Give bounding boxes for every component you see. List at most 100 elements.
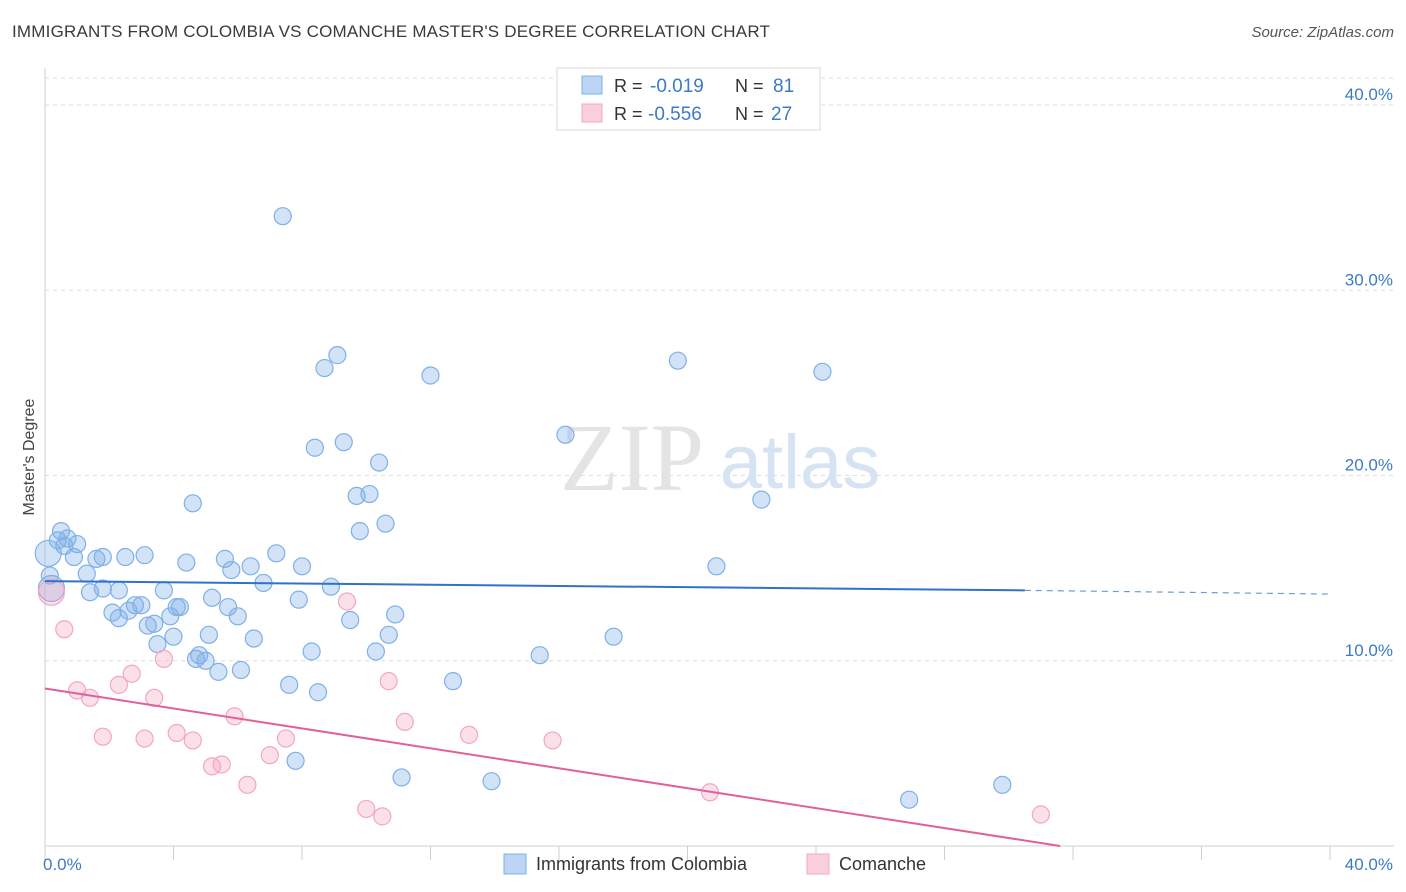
legend-label-comanche: Comanche (839, 854, 926, 874)
point-colombia-51 (302, 642, 321, 661)
point-colombia-56 (328, 346, 347, 365)
point-colombia-64 (376, 514, 395, 533)
stats-r-value-pink: -0.556 (648, 104, 702, 125)
point-comanche-21 (379, 672, 398, 691)
point-colombia-26 (164, 627, 183, 646)
point-colombia-52 (305, 438, 324, 457)
point-colombia-36 (209, 662, 228, 681)
watermark: ZIP atlas (560, 404, 880, 511)
legend-swatch-colombia (503, 853, 527, 875)
point-comanche-23 (459, 725, 479, 744)
point-colombia-10 (87, 549, 106, 568)
point-colombia-54 (315, 358, 334, 378)
point-colombia-66 (386, 605, 405, 624)
y-tick-label-40: 40.0% (1345, 85, 1393, 104)
point-comanche-18 (337, 592, 357, 611)
point-colombia-53 (308, 683, 328, 702)
watermark-atlas: atlas (720, 420, 881, 505)
point-colombia-29 (177, 553, 196, 572)
point-colombia-74 (668, 351, 687, 370)
y-tick-label-10: 10.0% (1345, 641, 1393, 660)
stats-n-value-blue: 81 (773, 76, 794, 97)
point-colombia-14 (109, 609, 128, 628)
x-tick-label-min: 0.0% (43, 855, 82, 874)
point-colombia-67 (392, 768, 411, 787)
trend-lines (44, 580, 1331, 847)
point-colombia-79 (993, 775, 1012, 794)
point-colombia-48 (286, 751, 305, 770)
point-comanche-15 (238, 775, 257, 794)
point-colombia-65 (379, 625, 398, 644)
point-colombia-63 (370, 453, 389, 472)
trend-line-dashed-colombia (1024, 589, 1331, 595)
point-colombia-73 (604, 627, 623, 646)
point-colombia-8 (77, 564, 96, 583)
point-comanche-17 (276, 729, 296, 748)
x-ticks (44, 846, 1331, 860)
point-colombia-76 (752, 490, 771, 509)
point-colombia-28 (170, 597, 190, 617)
point-comanche-26 (1031, 805, 1050, 824)
x-tick-label-max: 40.0% (1345, 855, 1393, 874)
stats-r-label-blue: R = (614, 76, 643, 96)
point-colombia-57 (334, 433, 353, 452)
axes (44, 68, 1394, 847)
point-colombia-35 (202, 588, 222, 607)
point-comanche-0 (37, 578, 66, 606)
point-comanche-13 (212, 755, 231, 774)
point-colombia-62 (366, 642, 385, 661)
series-immigrants-from-colombia (34, 207, 1012, 809)
point-colombia-75 (707, 557, 726, 576)
stats-swatch-pink (581, 103, 603, 123)
point-colombia-34 (199, 625, 218, 644)
point-colombia-69 (443, 672, 463, 691)
stats-n-value-pink: 27 (771, 104, 792, 125)
point-comanche-9 (154, 649, 173, 669)
stats-swatch-blue (581, 75, 603, 95)
point-colombia-21 (138, 616, 157, 635)
point-colombia-7 (64, 547, 84, 567)
point-colombia-24 (154, 581, 173, 600)
legend-swatch-comanche (806, 853, 830, 875)
point-comanche-4 (93, 727, 112, 746)
watermark-zip: ZIP (560, 404, 704, 511)
y-axis-label: Master's Degree (21, 398, 38, 515)
point-comanche-11 (183, 731, 202, 750)
point-comanche-24 (543, 731, 562, 750)
point-colombia-78 (900, 790, 919, 809)
point-colombia-60 (350, 521, 369, 541)
point-comanche-20 (373, 807, 392, 826)
point-colombia-22 (145, 614, 164, 633)
point-colombia-72 (556, 425, 575, 444)
point-comanche-7 (135, 729, 154, 748)
point-colombia-37 (215, 549, 234, 568)
stats-r-value-blue: -0.019 (650, 76, 704, 97)
point-colombia-70 (482, 772, 501, 791)
point-colombia-38 (219, 597, 238, 617)
point-colombia-12 (93, 579, 112, 598)
point-colombia-61 (360, 484, 379, 504)
point-colombia-42 (241, 557, 260, 576)
stats-r-label-pink: R = (614, 104, 643, 124)
y-tick-labels: 10.0% 20.0% 30.0% 40.0% (1345, 85, 1393, 660)
trend-line-comanche (44, 687, 1061, 847)
trend-line-colombia (44, 580, 1025, 592)
point-colombia-25 (161, 607, 180, 626)
point-colombia-68 (421, 366, 440, 385)
point-colombia-41 (231, 660, 251, 680)
point-colombia-11 (93, 547, 112, 567)
series-comanche (37, 578, 1050, 826)
point-comanche-19 (357, 799, 376, 819)
bottom-legend: Immigrants from Colombia Comanche (503, 853, 926, 875)
point-comanche-3 (80, 688, 100, 707)
point-colombia-40 (228, 607, 247, 626)
point-colombia-30 (183, 494, 202, 513)
point-comanche-10 (167, 723, 186, 743)
legend-label-colombia: Immigrants from Colombia (536, 854, 748, 874)
point-comanche-16 (260, 746, 279, 765)
point-colombia-58 (341, 610, 360, 630)
point-colombia-55 (321, 577, 341, 596)
point-colombia-39 (222, 560, 241, 580)
point-colombia-47 (280, 675, 299, 694)
